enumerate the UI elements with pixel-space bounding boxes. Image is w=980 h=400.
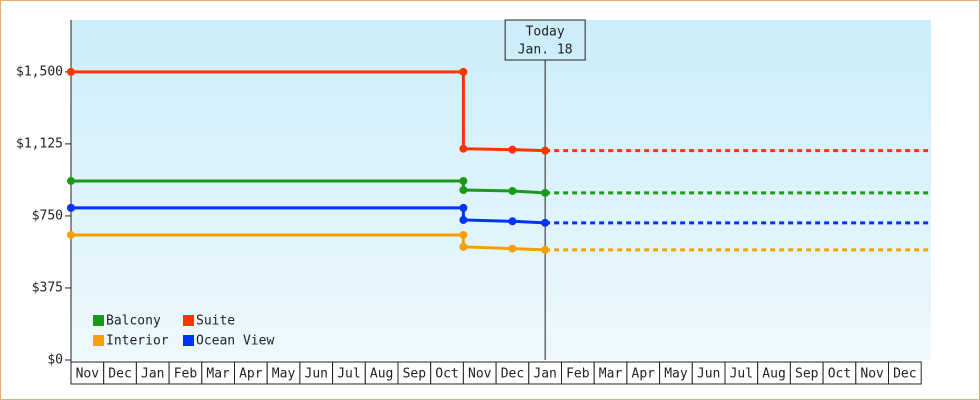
x-tick-label: Nov	[468, 367, 492, 382]
legend-label: Balcony	[106, 314, 161, 329]
x-tick-label: Nov	[860, 367, 884, 382]
x-tick-label: Oct	[828, 367, 851, 382]
legend-label: Ocean View	[196, 334, 274, 349]
x-tick-label: May	[664, 367, 688, 382]
y-tick-label: $0	[47, 353, 63, 368]
x-tick-label: Dec	[501, 367, 524, 382]
x-tick-label: Jan	[533, 367, 556, 382]
x-tick-label: Mar	[206, 367, 230, 382]
today-box	[504, 19, 586, 61]
x-tick-label: Dec	[893, 367, 916, 382]
point	[459, 67, 468, 76]
legend-swatch	[183, 315, 194, 326]
point	[67, 176, 75, 185]
point	[541, 218, 550, 227]
y-tick-label: $375	[32, 280, 63, 295]
x-tick-label: Dec	[108, 367, 131, 382]
y-tick-label: $1,125	[16, 136, 63, 151]
point	[459, 186, 468, 194]
point	[67, 230, 75, 239]
point	[459, 242, 468, 251]
x-tick-label: Jul	[730, 367, 753, 382]
point	[508, 217, 517, 226]
point	[508, 244, 517, 253]
x-tick-label: Nov	[76, 367, 100, 382]
point	[541, 146, 550, 155]
x-tick-label: Feb	[566, 367, 590, 382]
point	[459, 144, 468, 153]
legend-swatch	[93, 335, 104, 346]
today-label: Today	[526, 25, 565, 40]
x-tick-label: Mar	[599, 367, 623, 382]
month-cell	[888, 361, 922, 385]
point	[459, 176, 468, 185]
point	[67, 203, 75, 212]
x-tick-label: Apr	[239, 367, 263, 382]
legend-swatch	[183, 335, 194, 346]
x-tick-label: Jul	[337, 367, 360, 382]
point	[508, 145, 517, 154]
x-tick-label: Oct	[435, 367, 458, 382]
point	[508, 186, 517, 195]
x-tick-label: Aug	[370, 367, 393, 382]
x-tick-label: Aug	[762, 367, 785, 382]
x-tick-label: Feb	[174, 367, 198, 382]
today-label: Jan. 18	[518, 43, 573, 58]
legend-label: Interior	[106, 334, 169, 349]
point	[541, 188, 550, 197]
x-tick-label: Jan	[141, 367, 164, 382]
point	[541, 245, 550, 254]
x-tick-label: Jun	[697, 367, 720, 382]
point	[67, 67, 75, 76]
legend-swatch	[93, 315, 104, 326]
x-tick-label: Sep	[403, 367, 427, 382]
y-tick-label: $750	[32, 208, 63, 223]
point	[459, 215, 468, 224]
x-tick-label: Apr	[632, 367, 656, 382]
y-tick-label: $1,500	[16, 64, 63, 79]
point	[459, 203, 468, 212]
x-tick-label: Sep	[795, 367, 819, 382]
x-tick-label: Jun	[305, 367, 328, 382]
legend-label: Suite	[196, 314, 235, 329]
x-tick-label: May	[272, 367, 296, 382]
point	[459, 230, 468, 239]
